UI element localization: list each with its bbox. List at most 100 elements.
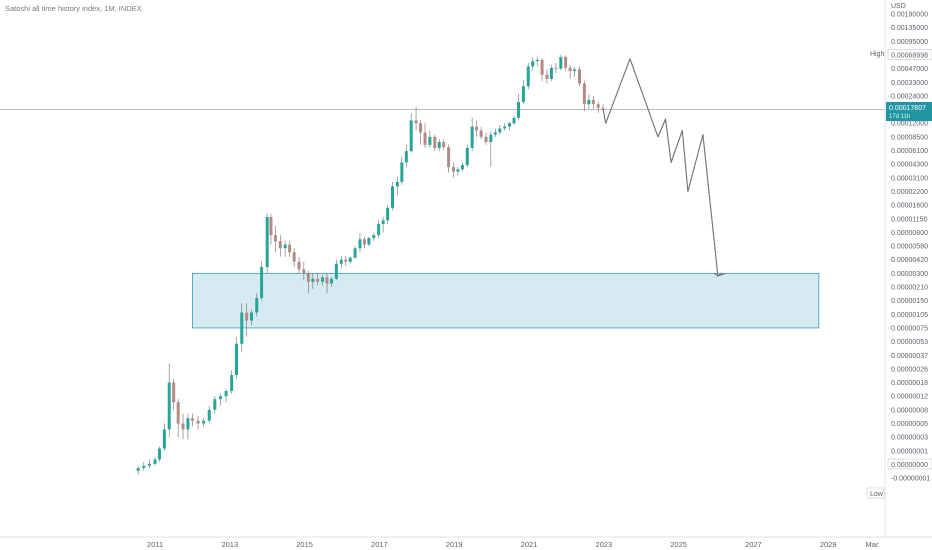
- y-tick: 0.00004300: [891, 162, 928, 169]
- y-tick-label: 0.00068998: [891, 52, 928, 59]
- y-tick: 0.00000001: [891, 448, 928, 455]
- y-tick-label: 0.00135000: [891, 25, 928, 32]
- candle-body: [339, 259, 343, 264]
- y-tick: 0.00190000: [891, 12, 928, 19]
- candle-body: [400, 162, 404, 182]
- y-tick-label: 0.00006100: [891, 148, 928, 155]
- candle-body: [224, 391, 228, 397]
- candle-body: [404, 151, 408, 163]
- candle-body: [414, 120, 418, 124]
- y-tick: 0.00001600: [891, 203, 928, 210]
- x-tick-label: 2019: [446, 540, 463, 549]
- candle-body: [554, 67, 558, 69]
- candle-body: [273, 235, 277, 242]
- candle-body: [423, 132, 427, 145]
- y-tick-label: 0.00000003: [891, 435, 928, 442]
- candle-body: [142, 465, 146, 469]
- y-tick: 0.00000053: [891, 339, 928, 346]
- y-tick: 0.00002200: [891, 189, 928, 196]
- candle-body: [559, 57, 563, 69]
- price-tag-value: 0.00017807: [889, 105, 926, 112]
- candle-body: [167, 382, 171, 430]
- candle-body: [386, 207, 390, 221]
- candle-body: [568, 67, 572, 72]
- candle-body: [549, 67, 553, 79]
- y-tick-label: 0.00000150: [891, 298, 928, 305]
- y-tick-label: 0.00024000: [891, 93, 928, 100]
- candle-body: [493, 132, 497, 135]
- candle-body: [531, 61, 535, 67]
- x-tick-label: 2015: [296, 540, 313, 549]
- candle-body: [475, 126, 479, 131]
- candle-body: [377, 224, 381, 236]
- candle-body: [311, 278, 315, 282]
- candle-body: [564, 57, 568, 68]
- candle-body: [498, 128, 502, 133]
- x-tick-label: Mar: [866, 540, 879, 549]
- high-value-box: [887, 49, 932, 60]
- low-label-box: [866, 487, 885, 499]
- candle-body: [409, 120, 413, 152]
- y-tick-label: 0.00000053: [891, 339, 928, 346]
- y-tick-label: 0.00001600: [891, 203, 928, 210]
- candle-body: [395, 181, 399, 187]
- x-tick-label: 2023: [595, 540, 612, 549]
- candle-body: [330, 278, 334, 284]
- candle-body: [344, 259, 348, 262]
- candle-body: [186, 418, 190, 430]
- candle-body: [230, 375, 234, 392]
- candle-body: [153, 459, 157, 464]
- candle-body: [249, 312, 253, 321]
- y-tick: 0.00000000: [887, 458, 932, 470]
- candle-body: [419, 123, 423, 133]
- candle-body: [157, 448, 161, 460]
- y-tick-label: 0.00033000: [891, 80, 928, 87]
- y-tick: 0.00003100: [891, 175, 928, 182]
- candle-body: [484, 136, 488, 142]
- y-tick: 0.00000005: [891, 421, 928, 428]
- y-tick: 0.00095000: [891, 39, 928, 46]
- candle-body: [508, 123, 512, 127]
- candle-body: [470, 126, 474, 148]
- candle-body: [512, 117, 516, 124]
- candle-body: [381, 220, 385, 225]
- y-tick-label: 0.00002200: [891, 189, 928, 196]
- y-tick-label: 0.00000420: [891, 257, 928, 264]
- y-tick-label: 0.00004300: [891, 162, 928, 169]
- y-tick-label: 0.00000018: [891, 380, 928, 387]
- y-tick: 0.00000012: [891, 394, 928, 401]
- x-tick-label: 2027: [745, 540, 762, 549]
- support-zone[interactable]: [191, 272, 820, 329]
- y-tick-label: 0.00047000: [891, 66, 928, 73]
- y-tick: 0.00012000: [891, 121, 928, 128]
- price-tag: [886, 102, 932, 121]
- candle-body: [390, 186, 394, 208]
- y-tick: 0.00000008: [891, 407, 928, 414]
- x-tick-label: 2011: [147, 540, 163, 549]
- candle-body: [235, 343, 239, 376]
- y-tick: 0.00000075: [891, 325, 928, 332]
- y-tick-label: 0.00012000: [891, 121, 928, 128]
- projection-path[interactable]: [602, 58, 726, 277]
- y-tick-label: 0.00000210: [891, 285, 928, 292]
- x-tick-label: 2021: [521, 540, 538, 549]
- candle-body: [503, 126, 507, 129]
- y-tick-label: 0.00095000: [891, 39, 928, 46]
- y-tick-label: 0.00000075: [891, 325, 928, 332]
- y-tick-label: 0.00000300: [891, 271, 928, 278]
- x-tick-label: 2029: [820, 540, 837, 549]
- y-tick-label: 0.00003100: [891, 175, 928, 182]
- y-tick-label: 0.00001150: [891, 216, 928, 223]
- candle-body: [362, 239, 366, 245]
- candle-body: [306, 273, 310, 282]
- y-tick: 0.00000003: [891, 435, 928, 442]
- candle-body: [573, 69, 577, 72]
- candle-body: [265, 216, 269, 268]
- candle-body: [596, 104, 600, 108]
- candle-body: [447, 147, 451, 168]
- candle-body: [521, 86, 525, 103]
- y-tick-label: 0.00000012: [891, 394, 928, 401]
- y-tick: 0.00000150: [891, 298, 928, 305]
